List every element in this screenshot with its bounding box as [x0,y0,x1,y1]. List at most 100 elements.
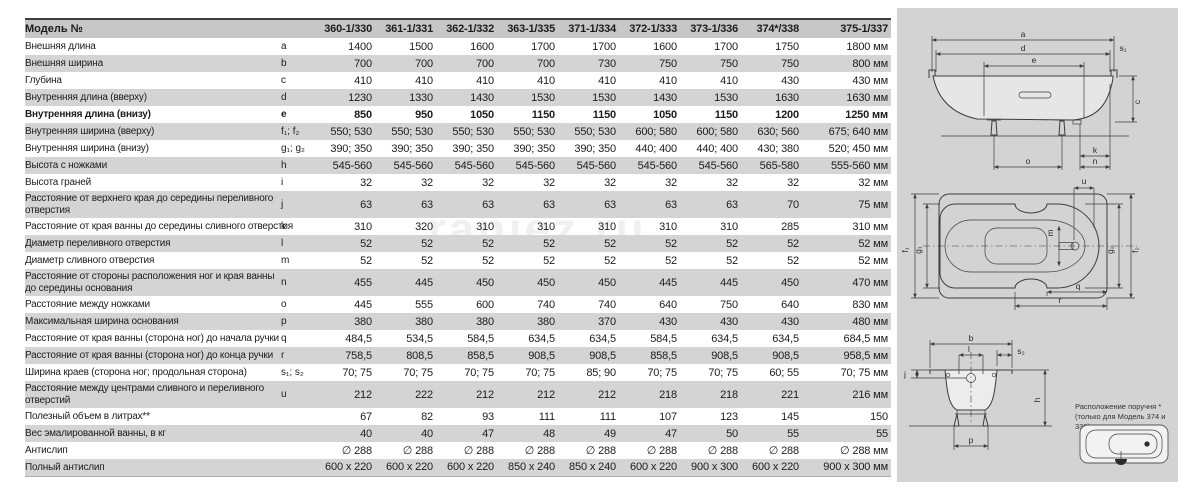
row-value: 750 [720,57,738,70]
table-row: Полный антислип 600 x 220 600 x 220 600 x 2… [25,459,891,477]
row-value: 70; 75 [342,366,372,379]
row-value: 310 [598,220,616,233]
dim-label-c: c [1132,99,1142,104]
row-value: 600 x 220 [433,459,494,477]
row-value: 410 [598,74,616,87]
row-value: 285 [781,220,799,233]
row-value: 1530 [531,91,555,104]
row-value: 390; 350 [513,142,555,155]
table-row: Диаметр переливного отверстия l 52 52 52 52 52… [25,235,891,252]
table-row: Ширина краев (сторона ног; продольная ст… [25,364,891,381]
row-value: 555 [415,298,433,311]
row-value: 410 [354,74,372,87]
row-value: 750 [720,298,738,311]
row-value: 470 мм [852,276,888,289]
row-letter: d [281,92,287,103]
row-value: 545-560 [393,159,433,172]
row-label: Внутренняя длина (вверху) [25,92,147,103]
row-value: 85; 90 [586,366,616,379]
header-model-name: 361-1/331 [385,23,433,35]
row-value: 70; 75 [403,366,433,379]
row-value: 758,5 [345,349,372,362]
row-label: Полезный объем в литрах** [25,411,150,422]
row-value: 808,5 [406,349,433,362]
row-value: 52 [360,254,372,267]
row-value: 212 [537,388,555,401]
dim-label-j: j [903,369,906,379]
row-value: 700 [476,57,494,70]
row-value: 600 x 220 [315,459,372,477]
row-value: 145 [781,410,799,423]
spec-table-wrap: Модель № 360-1/330 361-1/331 362-1/332 363-1… [25,18,891,477]
dim-label-q: q [1076,281,1081,291]
row-label: Расстояние от края ванны (сторона ног) д… [25,333,279,344]
row-value: 750 [659,57,677,70]
mini-tub-outline [1079,424,1169,465]
row-value: 310 [659,220,677,233]
row-value: 32 [604,176,616,189]
row-value: 550; 530 [452,125,494,138]
row-value: 52 [726,254,738,267]
row-value: 600; 580 [696,125,738,138]
row-value: 430 [720,315,738,328]
handle-position-diagram [1079,424,1169,465]
row-value: 380 [476,315,494,328]
row-value: 55 [787,427,799,440]
row-value: 410 [659,74,677,87]
row-value: 63 [482,198,494,211]
row-value: 555-560 мм [830,159,888,172]
row-value: 32 [665,176,677,189]
handle-dot [1144,441,1150,447]
row-value: 410 [537,74,555,87]
row-value: 700 [537,57,555,70]
row-value: 32 [360,176,372,189]
row-letter: j [281,199,284,210]
dim-label-f2: f₂ [1130,247,1140,253]
row-letter: p [281,316,287,327]
row-value: 730 [598,57,616,70]
row-value: 52 [421,237,433,250]
row-value: 1630 [775,91,799,104]
spec-table: Модель № 360-1/330 361-1/331 362-1/332 363-1… [25,18,891,477]
row-value: 450 [476,276,494,289]
table-row: Вес эмалированной ванны, в кг 40 40 47 48 49 4… [25,425,891,442]
row-value: 520; 450 мм [828,142,889,155]
row-value: ∅ 288 мм [840,445,888,457]
row-value: 450 [781,276,799,289]
row-value: 430 [781,315,799,328]
row-value: 32 [726,176,738,189]
row-value: 70; 75 мм [840,366,889,379]
header-model-name: 362-1/332 [446,23,494,35]
row-value: 32 [787,176,799,189]
row-value: 684,5 мм [843,332,888,345]
row-label: Ширина краев (сторона ног; продольная ст… [25,367,247,378]
row-value: 1430 [653,91,677,104]
row-value: 430 мм [852,74,888,87]
row-value: 49 [604,427,616,440]
row-value: 390; 350 [452,142,494,155]
row-value: 600 x 220 [738,459,799,477]
dim-label-r: r [1059,295,1062,305]
row-value: 1050 [653,108,677,121]
row-letter [281,408,315,425]
row-value: 545-560 [637,159,677,172]
row-letter: n [281,277,287,288]
side-view-dimensions [931,36,1137,170]
row-value: 150 [870,410,888,423]
row-value: 52 [665,254,677,267]
dim-label-s1: s₁ [1119,43,1126,53]
row-value: 111 [538,410,555,423]
row-value: 70; 75 [525,366,555,379]
row-value: 47 [665,427,677,440]
row-value: 550; 530 [330,125,372,138]
row-value: 1630 мм [846,91,888,104]
row-value: 430 [659,315,677,328]
row-label: Внутренняя ширина (вверху) [25,126,155,137]
row-value: ∅ 288 [402,445,433,457]
row-value: 70; 75 [464,366,494,379]
row-value: 310 [720,220,738,233]
row-label: Внешняя ширина [25,58,103,69]
row-label: Максимальная ширина основания [25,316,179,327]
dim-label-k: k [1093,145,1098,155]
row-letter: u [281,389,287,400]
